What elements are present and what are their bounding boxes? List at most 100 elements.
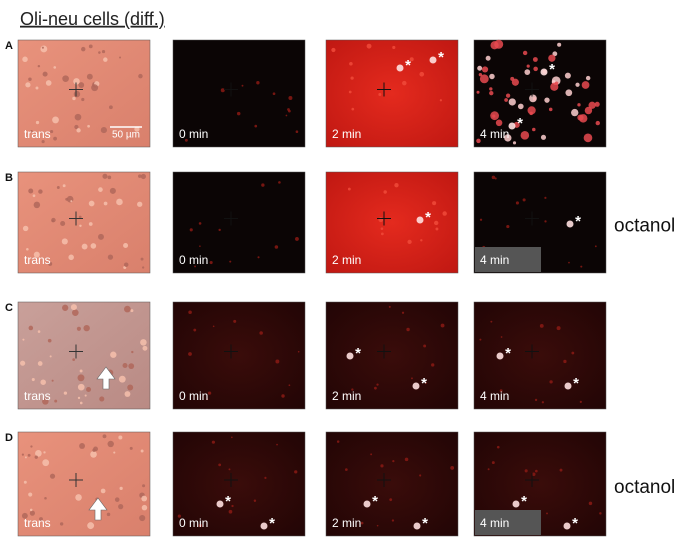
texture-spot: [231, 504, 234, 508]
texture-spot: [26, 247, 29, 251]
texture-spot: [580, 265, 583, 268]
texture-spot: [544, 97, 550, 103]
bright-cell: [413, 522, 421, 530]
texture-spot: [506, 224, 510, 229]
texture-spot: [35, 120, 40, 125]
texture-spot: [504, 134, 512, 142]
texture-spot: [37, 330, 41, 333]
texture-spot: [485, 55, 491, 61]
texture-spot: [253, 499, 257, 502]
texture-spot: [91, 84, 99, 92]
texture-spot: [534, 398, 538, 402]
bright-cell: [566, 220, 574, 228]
texture-spot: [380, 227, 384, 230]
texture-spot: [131, 350, 134, 354]
texture-spot: [500, 336, 503, 338]
texture-spot: [491, 461, 495, 465]
bright-cell: [512, 500, 520, 508]
texture-spot: [21, 512, 28, 519]
image-panel: 0 min: [172, 171, 306, 274]
texture-spot: [140, 173, 146, 180]
texture-spot: [79, 224, 82, 228]
texture-spot: [236, 111, 241, 116]
texture-spot: [294, 470, 298, 474]
figure-title: Oli-neu cells (diff.): [20, 9, 165, 29]
panel-image: [17, 39, 151, 148]
texture-spot: [188, 310, 192, 315]
texture-spot: [404, 457, 409, 462]
asterisk: *: [225, 493, 231, 510]
bright-cell: [260, 522, 268, 530]
texture-spot: [345, 393, 348, 396]
bright-cell: [563, 522, 571, 530]
texture-spot: [524, 69, 531, 75]
texture-spot: [594, 245, 597, 248]
texture-spot: [594, 101, 600, 107]
texture-spot: [107, 175, 112, 180]
texture-spot: [554, 81, 559, 86]
texture-spot: [479, 218, 483, 221]
bright-cell: [429, 56, 437, 64]
texture-spot: [207, 391, 212, 395]
texture-spot: [520, 131, 530, 140]
texture-spot: [22, 56, 28, 63]
texture-spot: [579, 400, 582, 403]
texture-spot: [272, 92, 276, 96]
image-panel: trans: [17, 431, 151, 537]
texture-spot: [565, 89, 573, 97]
texture-spot: [424, 381, 427, 384]
texture-spot: [193, 328, 197, 332]
texture-spot: [140, 449, 144, 453]
texture-spot: [42, 71, 48, 77]
bright-cell: [496, 352, 504, 360]
texture-spot: [376, 524, 379, 527]
texture-spot: [568, 261, 570, 264]
texture-spot: [40, 45, 48, 53]
texture-spot: [495, 119, 503, 127]
texture-spot: [114, 497, 120, 502]
texture-spot: [557, 42, 562, 47]
texture-spot: [74, 124, 79, 130]
texture-spot: [522, 198, 526, 202]
image-panel: 4 min * *: [473, 431, 607, 537]
texture-spot: [138, 174, 142, 178]
texture-spot: [81, 46, 86, 52]
panel-label: 4 min: [480, 127, 509, 141]
texture-spot: [336, 440, 340, 443]
texture-spot: [388, 305, 391, 308]
texture-spot: [194, 265, 196, 268]
texture-spot: [347, 187, 351, 191]
texture-spot: [34, 455, 38, 459]
image-panel: 0 min: [172, 301, 306, 410]
texture-spot: [81, 243, 88, 250]
texture-spot: [33, 201, 41, 209]
texture-spot: [45, 80, 52, 86]
texture-spot: [515, 201, 519, 205]
bright-cell: [216, 500, 224, 508]
texture-spot: [70, 304, 77, 311]
texture-spot: [77, 383, 85, 391]
texture-spot: [491, 175, 496, 180]
label-box: [475, 510, 541, 535]
texture-spot: [123, 262, 129, 267]
texture-spot: [535, 469, 538, 473]
texture-spot: [394, 183, 399, 188]
texture-spot: [60, 220, 66, 226]
condition-label: octanol: [614, 477, 675, 498]
texture-spot: [124, 305, 131, 313]
texture-spot: [411, 377, 413, 380]
texture-spot: [539, 323, 544, 328]
panel-label: 0 min: [179, 516, 208, 530]
panel-label: 2 min: [332, 253, 361, 267]
texture-spot: [198, 222, 202, 225]
texture-spot: [62, 304, 69, 311]
texture-spot: [92, 448, 96, 452]
texture-spot: [220, 88, 225, 93]
texture-spot: [526, 64, 530, 68]
texture-spot: [101, 49, 106, 54]
texture-spot: [35, 86, 39, 90]
texture-spot: [106, 512, 111, 517]
texture-spot: [402, 80, 407, 86]
texture-spot: [84, 394, 87, 397]
texture-spot: [490, 41, 499, 50]
